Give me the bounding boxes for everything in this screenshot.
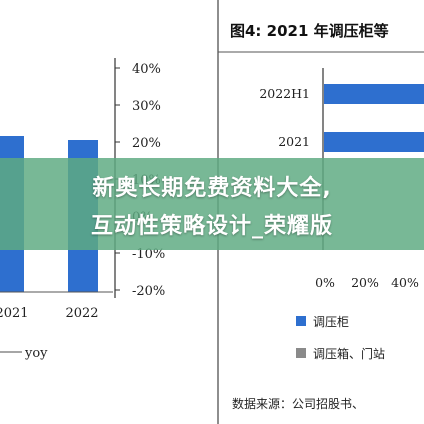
overlay-banner [0,158,424,250]
x-tick-label: 40% [391,275,419,290]
right-chart-bars [324,84,424,152]
right-axis-tick-label: -20% [132,284,165,299]
source-note: 数据来源：公司招股书、 [232,396,364,411]
x-tick-label: 20% [351,275,379,290]
overlay-headline-line-1: 新奥长期免费资料大全, [92,176,332,201]
category-label-2021: 2021 [278,134,310,149]
x-tick-label-2022: 2022 [65,306,98,321]
category-label-2022h1: 2022H1 [259,86,310,101]
right-chart-x-ticks: 0% 20% 40% [315,275,419,290]
right-axis-tick-label: 40% [132,62,161,77]
legend-swatch-cabinet [296,316,306,326]
right-axis-tick-label: 20% [132,136,161,151]
x-tick-label-2021: 2021 [0,306,29,321]
overlay-headline-line-2: 互动性策略设计_荣耀版 [90,214,333,239]
legend-label-cabinet: 调压柜 [313,315,349,329]
right-axis-tick-label: 30% [132,99,161,114]
legend-swatch-box-station [296,348,306,358]
hbar-2022h1 [324,84,424,104]
right-axis-tick-label: -10% [132,247,165,262]
right-chart-title: 图4: 2021 年调压柜等 [230,22,389,40]
hbar-2021 [324,132,424,152]
legend-yoy-label: yoy [24,346,48,361]
right-chart: 图4: 2021 年调压柜等 2022H1 2021 0% 20% 40% 调压柜 … [218,22,424,411]
legend-label-box-station: 调压箱、门站 [313,346,385,361]
x-tick-label: 0% [315,275,335,290]
